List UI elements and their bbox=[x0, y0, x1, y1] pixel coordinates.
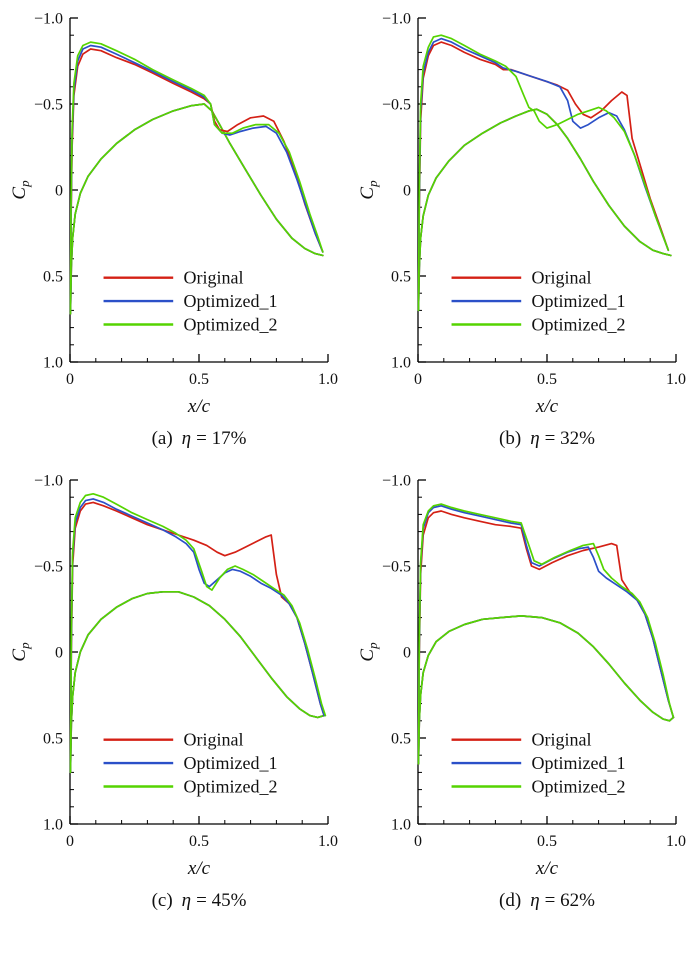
chart-area-c: −1.0 −0.5 0 0.5 1.0 0 0.5 1.0 Cp x/c Original Optim… bbox=[9, 468, 342, 888]
cp-plot: −1.0−0.500.51.00 0.5 1.0Cpx/cOriginalOptim… bbox=[9, 11, 338, 418]
caption-eta-symbol: η bbox=[181, 890, 192, 911]
chart-area-b: −1.0 −0.5 0 0.5 1.0 0 0.5 1.0 Cp x/c Original Optim… bbox=[357, 6, 690, 426]
y-tick-label: 1.0 bbox=[391, 355, 411, 372]
x-tick-label: 0.5 bbox=[189, 371, 209, 388]
cp-plot: −1.0−0.500.51.00 0.5 1.0Cpx/cOriginalOptim… bbox=[357, 11, 686, 418]
legend-label-Optimized_2: Optimized_2 bbox=[184, 777, 278, 797]
y-tick-label: 1.0 bbox=[391, 817, 411, 834]
legend-label-Optimized_1: Optimized_1 bbox=[532, 753, 626, 773]
y-tick-label: −1.0 bbox=[382, 11, 411, 28]
x-tick-label: 0 bbox=[66, 371, 74, 388]
y-tick-label: 0 bbox=[55, 183, 63, 200]
x-axis-label: x/c bbox=[187, 396, 211, 417]
caption-index: (c) bbox=[151, 890, 173, 911]
x-axis-label: x/c bbox=[535, 396, 559, 417]
y-tick-label: −1.0 bbox=[34, 11, 63, 28]
legend-label-Optimized_2: Optimized_2 bbox=[184, 315, 278, 335]
y-axis-label: Cp bbox=[10, 642, 32, 662]
legend-label-Optimized_1: Optimized_1 bbox=[532, 291, 626, 311]
x-tick-label: 0 bbox=[414, 371, 422, 388]
legend-label-Optimized_1: Optimized_1 bbox=[184, 753, 278, 773]
upper-surface-curve-Optimized_1 bbox=[69, 498, 325, 774]
y-tick-label: −0.5 bbox=[382, 559, 411, 576]
upper-surface-curve-Optimized_2 bbox=[417, 34, 670, 312]
caption-index: (b) bbox=[499, 428, 522, 449]
caption-value: = 45% bbox=[196, 890, 247, 911]
caption-value: = 32% bbox=[544, 428, 595, 449]
upper-surface-curve-Optimized_2 bbox=[69, 41, 324, 312]
cp-plot: −1.0−0.500.51.00 0.5 1.0Cpx/cOriginalOptim… bbox=[9, 473, 338, 880]
cp-panel-b: −1.0 −0.5 0 0.5 1.0 0 0.5 1.0 Cp x/c Original Optim… bbox=[357, 6, 690, 450]
y-tick-label: 0 bbox=[403, 183, 411, 200]
x-axis-label: x/c bbox=[535, 858, 559, 879]
y-tick-label: −0.5 bbox=[34, 559, 63, 576]
y-tick-label: −1.0 bbox=[34, 473, 63, 490]
y-tick-label: 0.5 bbox=[43, 731, 63, 748]
cp-panel-a: −1.0 −0.5 0 0.5 1.0 0 0.5 1.0 Cp x/c Original Optim… bbox=[9, 6, 342, 450]
legend-label-Optimized_2: Optimized_2 bbox=[532, 315, 626, 335]
panel-caption-a: (a) η = 17% bbox=[10, 428, 342, 450]
x-axis-label: x/c bbox=[187, 858, 211, 879]
chart-area-a: −1.0 −0.5 0 0.5 1.0 0 0.5 1.0 Cp x/c Original Optim… bbox=[9, 6, 342, 426]
y-axis-label: Cp bbox=[358, 180, 380, 200]
chart-area-d: −1.0 −0.5 0 0.5 1.0 0 0.5 1.0 Cp x/c Original Optim… bbox=[357, 468, 690, 888]
y-axis-label: Cp bbox=[10, 180, 32, 200]
panel-caption-b: (b) η = 32% bbox=[358, 428, 690, 450]
legend-label-Optimized_2: Optimized_2 bbox=[532, 777, 626, 797]
x-tick-label: 0 bbox=[414, 833, 422, 850]
y-tick-label: −1.0 bbox=[382, 473, 411, 490]
y-tick-label: 0 bbox=[55, 645, 63, 662]
upper-surface-curve-Optimized_2 bbox=[69, 492, 327, 774]
legend-label-Original: Original bbox=[184, 268, 244, 288]
upper-surface-curve-Optimized_2 bbox=[417, 503, 675, 765]
caption-value: = 17% bbox=[196, 428, 247, 449]
cp-panel-c: −1.0 −0.5 0 0.5 1.0 0 0.5 1.0 Cp x/c Original Optim… bbox=[9, 468, 342, 912]
x-tick-label: 0.5 bbox=[537, 833, 557, 850]
caption-eta-symbol: η bbox=[530, 428, 540, 449]
x-tick-label: 0.5 bbox=[537, 371, 557, 388]
x-tick-label: 0.5 bbox=[189, 833, 209, 850]
y-tick-label: −0.5 bbox=[34, 97, 63, 114]
legend-label-Original: Original bbox=[532, 268, 592, 288]
x-tick-label: 1.0 bbox=[318, 371, 338, 388]
cp-plot: −1.0−0.500.51.00 0.5 1.0Cpx/cOriginalOptim… bbox=[357, 473, 686, 880]
caption-eta-symbol: η bbox=[181, 428, 192, 449]
legend-label-Optimized_1: Optimized_1 bbox=[184, 291, 278, 311]
upper-surface-curve-Original bbox=[417, 510, 675, 765]
caption-index: (d) bbox=[499, 890, 522, 911]
legend-label-Original: Original bbox=[184, 730, 244, 750]
y-tick-label: 0.5 bbox=[391, 731, 411, 748]
x-tick-label: 0 bbox=[66, 833, 74, 850]
legend-label-Original: Original bbox=[532, 730, 592, 750]
caption-eta-symbol: η bbox=[530, 890, 540, 911]
y-tick-label: 0.5 bbox=[43, 269, 63, 286]
x-tick-label: 1.0 bbox=[318, 833, 338, 850]
y-tick-label: 0.5 bbox=[391, 269, 411, 286]
lower-surface-curve-Optimized_2 bbox=[417, 615, 675, 765]
x-tick-label: 1.0 bbox=[666, 371, 686, 388]
lower-surface-curve-Optimized_2 bbox=[69, 103, 324, 315]
upper-surface-curve-Optimized_1 bbox=[69, 44, 324, 312]
panel-caption-d: (d) η = 62% bbox=[358, 890, 690, 912]
y-tick-label: 1.0 bbox=[43, 355, 63, 372]
panel-caption-c: (c) η = 45% bbox=[10, 890, 342, 912]
upper-surface-curve-Optimized_1 bbox=[417, 504, 675, 765]
cp-panel-d: −1.0 −0.5 0 0.5 1.0 0 0.5 1.0 Cp x/c Original Optim… bbox=[357, 468, 690, 912]
y-axis-label: Cp bbox=[358, 642, 380, 662]
lower-surface-curve-Optimized_2 bbox=[69, 590, 325, 774]
x-tick-label: 1.0 bbox=[666, 833, 686, 850]
y-tick-label: 1.0 bbox=[43, 817, 63, 834]
y-tick-label: 0 bbox=[403, 645, 411, 662]
caption-index: (a) bbox=[151, 428, 173, 449]
figure-grid: −1.0 −0.5 0 0.5 1.0 0 0.5 1.0 Cp x/c Original Optim… bbox=[9, 6, 690, 912]
caption-value: = 62% bbox=[544, 890, 595, 911]
y-tick-label: −0.5 bbox=[382, 97, 411, 114]
